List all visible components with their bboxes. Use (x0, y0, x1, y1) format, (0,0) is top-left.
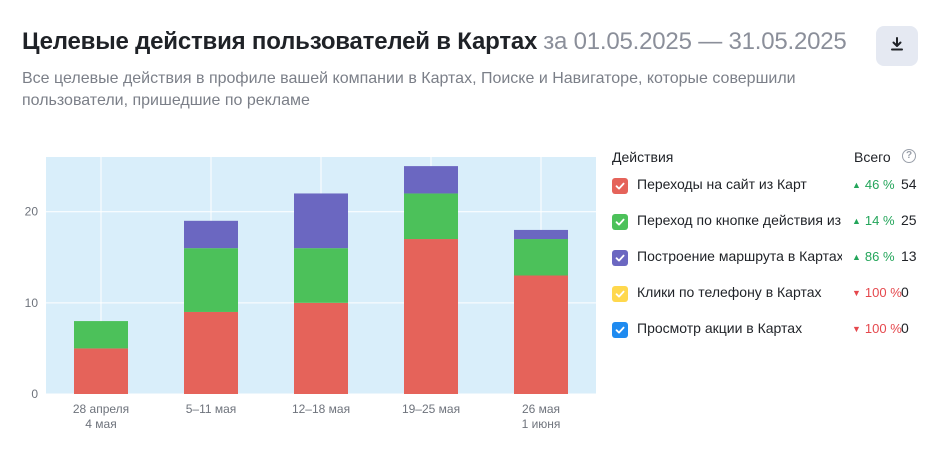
bar-segment (184, 248, 238, 312)
bar-segment (404, 239, 458, 394)
y-tick-label: 20 (25, 205, 39, 219)
legend-item-label: Клики по телефону в Картах (637, 284, 822, 300)
legend-checkbox[interactable] (612, 250, 628, 266)
legend-item-total: 54 (901, 176, 917, 192)
arrow-down-icon: ▼ (852, 288, 861, 298)
x-tick-label: 12–18 мая (292, 402, 350, 416)
page-title: Целевые действия пользователей в Картах (22, 28, 538, 55)
bar-segment (294, 302, 348, 394)
legend-checkbox[interactable] (612, 214, 628, 230)
bar-segment (184, 220, 238, 249)
y-tick-label: 10 (25, 296, 39, 310)
check-icon (615, 290, 625, 298)
legend-checkbox[interactable] (612, 322, 628, 338)
download-icon (889, 36, 905, 57)
legend-checkbox[interactable] (612, 178, 628, 194)
bar-segment (74, 321, 128, 349)
legend-item-label: Построение маршрута в Картах (637, 248, 842, 264)
bar-segment (514, 239, 568, 276)
legend-item-change: ▼ 100 % (852, 285, 902, 300)
bar-segment (74, 348, 128, 394)
check-icon (615, 326, 625, 334)
legend-item-label: Переходы на сайт из Карт (637, 176, 807, 192)
legend-item-total: 25 (901, 212, 917, 228)
legend-item-change-value: 86 % (864, 249, 895, 264)
legend-item-total: 0 (901, 320, 909, 336)
bar-segment (294, 248, 348, 303)
legend-header: Действия Всего ? (612, 146, 922, 168)
legend-item-label: Просмотр акции в Картах (637, 320, 803, 336)
legend-item[interactable]: Переход по кнопке действия из Карт ▲14 % 2… (612, 204, 922, 240)
legend-item[interactable]: Просмотр акции в Картах ▼ 100 % 0 (612, 312, 922, 348)
arrow-down-icon: ▼ (852, 324, 861, 334)
legend-item-total: 13 (901, 248, 917, 264)
legend-item-change: ▲ 46 % (852, 177, 895, 192)
arrow-up-icon: ▲ (852, 180, 861, 190)
page-subtitle: Все целевые действия в профиле вашей ком… (22, 70, 796, 109)
bar-segment (514, 229, 568, 240)
check-icon (615, 182, 625, 190)
legend-item[interactable]: Переходы на сайт из Карт ▲ 46 % 54 (612, 168, 922, 204)
x-tick-label: 4 мая (85, 417, 116, 431)
legend-checkbox[interactable] (612, 286, 628, 302)
x-tick-label: 26 мая (522, 402, 560, 416)
legend-item-change: ▲ 86 % (852, 249, 895, 264)
title-row: Целевые действия пользователей в Картах … (22, 28, 847, 56)
download-button[interactable] (876, 26, 918, 66)
bar-segment (184, 311, 238, 394)
legend-item[interactable]: Построение маршрута в Картах ▲ 86 % 13 (612, 240, 922, 276)
legend-item-change: ▼ 100 % (852, 321, 902, 336)
arrow-up-icon: ▲ (852, 216, 861, 226)
bar-segment (404, 193, 458, 240)
legend-title: Действия (612, 149, 674, 165)
check-icon (615, 254, 625, 262)
chart-area: 0 10 20 28 апреля 4 мая 5–11 мая 12–18 мая 19–2… (0, 140, 600, 450)
question-icon[interactable]: ? (902, 149, 916, 163)
bar-segment (404, 166, 458, 194)
bar-segment (514, 275, 568, 394)
title-period: за 01.05.2025 — 31.05.2025 (543, 28, 847, 55)
x-tick-label: 19–25 мая (402, 402, 460, 416)
legend-item-change-value: 100 % (864, 321, 902, 336)
legend-item-change-value: 46 % (864, 177, 895, 192)
x-tick-label: 5–11 мая (186, 402, 237, 416)
legend-item-total: 0 (901, 284, 909, 300)
bar-segment (294, 193, 348, 249)
check-icon (615, 218, 625, 226)
legend-item-label: Переход по кнопке действия из Карт (637, 212, 842, 228)
legend-item-change-value: 100 % (864, 285, 902, 300)
legend-item-change: ▲ 14 % (852, 213, 895, 228)
x-tick-label: 1 июня (522, 417, 561, 431)
x-tick-label: 28 апреля (73, 402, 129, 416)
legend-item[interactable]: Клики по телефону в Картах ▼ 100 % 0 (612, 276, 922, 312)
legend-total-label: Всего (854, 149, 891, 165)
arrow-up-icon: ▲ (852, 252, 861, 262)
legend-list: Переходы на сайт из Карт ▲ 46 % 54 Переход п… (612, 168, 922, 348)
legend-item-change-value: 14 % (864, 213, 895, 228)
y-tick-label: 0 (31, 387, 38, 401)
legend-panel: Действия Всего ? Переходы на сайт из Кар… (612, 146, 922, 348)
